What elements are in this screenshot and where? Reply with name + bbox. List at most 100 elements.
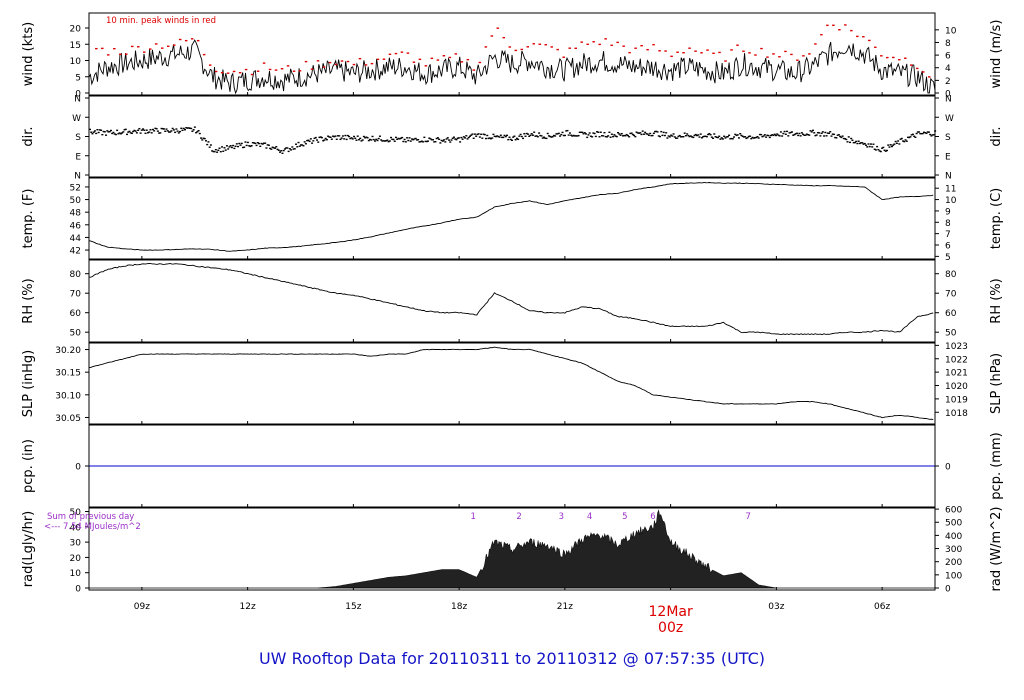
- wind-direction-point: [132, 130, 135, 133]
- wind-direction-point: [360, 140, 363, 142]
- wind-direction-point: [757, 137, 760, 139]
- ytick-label-temp: 46: [70, 221, 82, 231]
- wind-direction-point: [515, 137, 518, 140]
- wind-direction-point: [514, 139, 517, 141]
- wind-direction-point: [556, 133, 559, 135]
- wind-direction-point: [784, 133, 787, 135]
- wind-direction-point: [934, 130, 937, 132]
- wind-direction-point: [577, 134, 580, 137]
- wind-direction-point: [768, 136, 771, 139]
- wind-direction-point: [693, 134, 696, 137]
- wind-direction-point: [190, 127, 193, 130]
- wind-direction-point: [508, 136, 511, 138]
- wind-direction-point: [650, 134, 653, 137]
- peak-wind-point: [376, 58, 380, 61]
- wind-direction-point: [882, 146, 885, 149]
- wind-direction-point: [552, 134, 555, 137]
- wind-direction-point: [778, 135, 781, 137]
- wind-direction-point: [644, 131, 647, 134]
- peak-wind-point: [898, 58, 901, 61]
- wind-direction-point: [889, 144, 892, 146]
- peak-wind-point: [634, 47, 637, 49]
- wind-direction-point: [285, 147, 288, 149]
- peak-wind-point: [682, 52, 685, 54]
- wind-direction-point: [235, 143, 238, 145]
- ytick-label-dir: N: [74, 172, 81, 182]
- wind-direction-point: [584, 133, 587, 135]
- wind-direction-point: [931, 134, 934, 136]
- wind-direction-point: [575, 135, 578, 137]
- wind-direction-point: [720, 137, 723, 139]
- wind-direction-point: [779, 131, 782, 133]
- peak-wind-point: [556, 48, 559, 51]
- wind-direction-point: [592, 132, 595, 134]
- wind-direction-point: [512, 136, 515, 138]
- peak-wind-point: [742, 50, 745, 52]
- ytick-label-rh: 50: [70, 329, 82, 339]
- wind-direction-point: [208, 146, 211, 148]
- wind-direction-point: [777, 134, 780, 136]
- wind-direction-point: [306, 139, 309, 142]
- ylabel-right-wind: wind (m/s): [989, 20, 1004, 89]
- peak-wind-point: [670, 55, 673, 58]
- wind-direction-point: [694, 133, 697, 136]
- peak-wind-point: [448, 56, 452, 59]
- wind-direction-point: [840, 136, 843, 139]
- wind-direction-point: [658, 135, 661, 138]
- peak-wind-point: [172, 44, 176, 46]
- wind-direction-point: [192, 129, 195, 131]
- peak-wind-point: [712, 52, 715, 54]
- wind-direction-point: [651, 134, 654, 137]
- wind-direction-point: [609, 136, 612, 138]
- wind-direction-point: [397, 137, 400, 140]
- wind-direction-point: [371, 135, 374, 138]
- wind-direction-point: [156, 130, 159, 132]
- wind-direction-point: [872, 143, 875, 145]
- wind-direction-point: [689, 135, 692, 137]
- wind-direction-point: [229, 145, 232, 147]
- wind-direction-point: [583, 132, 586, 134]
- wind-direction-point: [107, 131, 110, 133]
- wind-direction-point: [492, 133, 495, 136]
- wind-direction-point: [506, 134, 509, 137]
- wind-direction-point: [681, 136, 684, 138]
- peak-wind-point: [562, 56, 565, 58]
- ytick-label-dir: N: [74, 95, 81, 105]
- wind-direction-point: [667, 135, 670, 137]
- wind-direction-point: [216, 151, 219, 153]
- peak-wind-point: [466, 58, 470, 61]
- wind-direction-point: [603, 131, 606, 134]
- wind-direction-point: [563, 134, 566, 137]
- wind-direction-point: [580, 131, 583, 134]
- wind-direction-point: [793, 133, 796, 136]
- wind-direction-point: [842, 137, 845, 140]
- wind-direction-point: [481, 137, 484, 139]
- wind-direction-point: [418, 141, 421, 143]
- wind-direction-point: [662, 131, 665, 134]
- ytick-label-wind: 10: [70, 57, 82, 67]
- wind-direction-point: [391, 138, 394, 141]
- wind-direction-point: [466, 138, 469, 140]
- wind-direction-point: [251, 141, 254, 144]
- ytick-right-label-slp: 1020: [945, 382, 968, 392]
- peak-wind-point: [406, 52, 410, 54]
- wind-direction-point: [758, 133, 761, 136]
- wind-direction-point: [489, 138, 492, 140]
- ytick-right-label-rad: 600: [945, 506, 962, 516]
- wind-direction-point: [464, 137, 467, 139]
- peak-wind-point: [538, 43, 541, 45]
- wind-direction-point: [274, 147, 277, 149]
- wind-direction-point: [287, 150, 290, 153]
- wind-direction-point: [493, 135, 496, 138]
- wind-direction-point: [724, 137, 727, 139]
- date-label-day: 12Mar: [649, 604, 693, 620]
- wind-direction-point: [810, 131, 813, 133]
- wind-direction-point: [805, 133, 808, 135]
- wind-direction-point: [240, 142, 243, 145]
- wind-direction-point: [596, 131, 599, 133]
- wind-direction-point: [121, 132, 124, 134]
- wind-direction-point: [213, 151, 216, 153]
- wind-direction-point: [382, 140, 385, 142]
- wind-direction-point: [686, 133, 689, 135]
- wind-direction-point: [351, 138, 354, 140]
